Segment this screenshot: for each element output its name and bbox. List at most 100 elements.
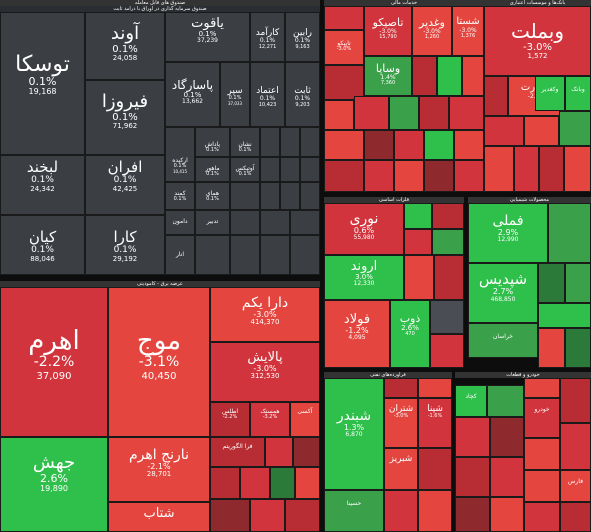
- fund-tile[interactable]: پاسارگاد 0.1% 13,662: [165, 62, 220, 127]
- stock-tile[interactable]: فارس: [560, 470, 591, 502]
- stock-tile[interactable]: [524, 116, 559, 146]
- power-tile[interactable]: [210, 467, 240, 499]
- stock-tile[interactable]: [565, 263, 591, 303]
- stock-tile[interactable]: [324, 100, 354, 130]
- stock-tile[interactable]: تاصیکو -3.0% 15,790: [364, 6, 412, 56]
- stock-tile[interactable]: کچاد: [455, 385, 487, 417]
- stock-tile[interactable]: [490, 417, 524, 457]
- stock-tile[interactable]: [354, 96, 389, 130]
- stock-tile[interactable]: [538, 328, 565, 368]
- fund-tile[interactable]: تدبیر: [195, 210, 230, 235]
- fund-tile[interactable]: توسکا 0.1% 19,168: [0, 12, 85, 155]
- power-tile[interactable]: جهش 2.6% 19,890: [0, 437, 108, 532]
- fund-tile[interactable]: [260, 235, 290, 275]
- stock-tile[interactable]: [454, 160, 484, 192]
- fund-tile[interactable]: [230, 210, 260, 235]
- stock-tile[interactable]: [364, 160, 394, 192]
- stock-tile[interactable]: [404, 255, 434, 300]
- stock-tile[interactable]: [389, 96, 419, 130]
- power-tile[interactable]: دارا یکم -3.0% 414,370: [210, 287, 320, 342]
- stock-tile[interactable]: [424, 130, 454, 160]
- stock-tile[interactable]: [490, 497, 524, 532]
- fund-tile[interactable]: افران 0.1% 42,425: [85, 155, 165, 215]
- stock-tile[interactable]: [548, 203, 591, 263]
- power-tile[interactable]: پالایش -3.0% 312,530: [210, 342, 320, 402]
- stock-tile[interactable]: اروند 3.0% 12,330: [324, 255, 404, 300]
- stock-tile[interactable]: [404, 229, 432, 255]
- stock-tile[interactable]: [455, 417, 490, 457]
- stock-tile[interactable]: شستا -3.0% 1,376: [452, 6, 484, 56]
- fund-tile[interactable]: کیان 0.1% 88,046: [0, 215, 85, 275]
- power-tile[interactable]: [210, 499, 250, 532]
- fund-tile[interactable]: [230, 235, 260, 275]
- fund-tile[interactable]: [300, 182, 320, 210]
- stock-tile[interactable]: شتران -3.0%: [384, 398, 418, 448]
- fund-tile[interactable]: دامون: [165, 210, 195, 235]
- stock-tile[interactable]: نوری 0.6% 55,980: [324, 203, 404, 255]
- stock-tile[interactable]: [455, 457, 490, 497]
- stock-tile[interactable]: [560, 378, 591, 423]
- stock-tile[interactable]: [418, 378, 452, 398]
- fund-tile[interactable]: یاقوت 0.1% 37,239: [165, 12, 250, 62]
- stock-tile[interactable]: [449, 96, 484, 130]
- stock-tile[interactable]: [384, 490, 418, 532]
- fund-tile[interactable]: ثابت 0.1% 9,203: [285, 62, 320, 127]
- fund-tile[interactable]: [230, 182, 260, 210]
- fund-tile[interactable]: [260, 210, 290, 235]
- fund-tile[interactable]: [280, 127, 300, 157]
- power-tile[interactable]: [265, 437, 293, 467]
- stock-tile[interactable]: [538, 303, 591, 328]
- stock-tile[interactable]: [564, 146, 591, 192]
- stock-tile[interactable]: ذوب 2.6% 470: [390, 300, 430, 368]
- stock-tile[interactable]: [487, 385, 524, 417]
- fund-tile[interactable]: [280, 157, 300, 182]
- stock-tile[interactable]: [524, 378, 560, 398]
- stock-tile[interactable]: [324, 65, 364, 100]
- stock-tile[interactable]: [524, 470, 560, 502]
- stock-tile[interactable]: [418, 490, 452, 532]
- stock-tile[interactable]: شپنا -1.6%: [418, 398, 452, 448]
- power-tile[interactable]: موج -3.1% 40,450: [108, 287, 210, 437]
- stock-tile[interactable]: تاپیکو -3.0%: [324, 30, 364, 65]
- fund-tile[interactable]: [290, 235, 320, 275]
- fund-tile[interactable]: کمند 0.1%: [165, 182, 195, 210]
- fund-tile[interactable]: فیروزا 0.1% 71,962: [85, 80, 165, 155]
- stock-tile[interactable]: [484, 146, 514, 192]
- stock-tile[interactable]: وبانک: [565, 76, 591, 111]
- fund-tile[interactable]: لبخند 0.1% 24,342: [0, 155, 85, 215]
- fund-tile[interactable]: سپر 0.1% 37,033: [220, 62, 250, 127]
- stock-tile[interactable]: [565, 328, 591, 368]
- stock-tile[interactable]: [454, 130, 484, 160]
- power-tile[interactable]: [295, 467, 320, 499]
- stock-tile[interactable]: [484, 116, 524, 146]
- stock-tile[interactable]: [538, 263, 565, 303]
- stock-tile[interactable]: [514, 146, 539, 192]
- stock-tile[interactable]: [484, 76, 508, 116]
- fund-tile[interactable]: [260, 127, 280, 157]
- power-tile[interactable]: اطلس -2.2%: [210, 402, 250, 437]
- stock-tile[interactable]: [455, 497, 490, 532]
- fund-tile[interactable]: کارآمد 0.1% 12,271: [250, 12, 285, 62]
- power-tile[interactable]: همستک -3.2%: [250, 402, 290, 437]
- stock-tile[interactable]: [432, 203, 464, 229]
- power-tile[interactable]: اهرم -2.2% 37,090: [0, 287, 108, 437]
- fund-tile[interactable]: اعتماد 0.1% 10,423: [250, 62, 285, 127]
- stock-tile[interactable]: [432, 229, 464, 255]
- fund-tile[interactable]: [260, 157, 280, 182]
- fund-tile[interactable]: [300, 157, 320, 182]
- stock-tile[interactable]: [424, 160, 454, 192]
- stock-tile[interactable]: [419, 96, 449, 130]
- power-tile[interactable]: [250, 499, 285, 532]
- stock-tile[interactable]: [560, 502, 591, 532]
- stock-tile[interactable]: [434, 255, 464, 300]
- stock-tile[interactable]: خودرو: [524, 398, 560, 438]
- power-tile[interactable]: شتاب: [108, 502, 210, 532]
- fund-tile[interactable]: [300, 127, 320, 157]
- stock-tile[interactable]: [560, 423, 591, 470]
- stock-tile[interactable]: وغدیر -3.0% 1,260: [412, 6, 452, 56]
- fund-tile[interactable]: نشان 0.1%: [230, 127, 260, 157]
- power-tile[interactable]: [240, 467, 270, 499]
- stock-tile[interactable]: [524, 438, 560, 470]
- power-tile[interactable]: [270, 467, 295, 499]
- stock-tile[interactable]: فولاد -1.2% 4,095: [324, 300, 390, 368]
